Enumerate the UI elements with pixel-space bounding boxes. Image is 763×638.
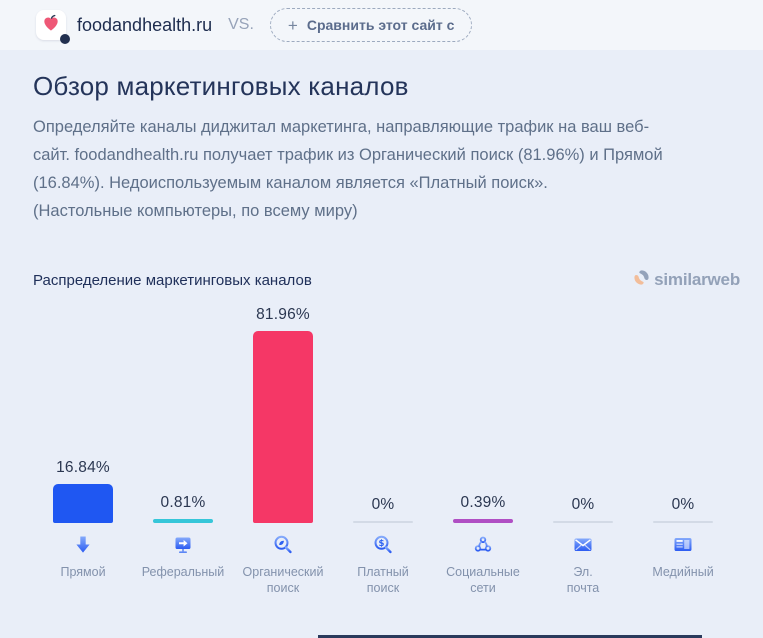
social-networks-icon <box>471 533 495 559</box>
display-ads-icon <box>671 533 695 559</box>
channel-label: Реферальный <box>141 565 225 579</box>
bar-value-label: 81.96% <box>256 306 310 323</box>
topbar: foodandhealth.ru VS. + Сравнить этот сай… <box>0 0 763 50</box>
bar-plot: 81.96% <box>233 293 333 523</box>
referral-monitor-icon <box>171 533 195 559</box>
channel-label: Платный поиск <box>357 565 409 595</box>
chart-column: 0.39% Социальные сети <box>433 293 533 596</box>
main-content: Обзор маркетинговых каналов Определяйте … <box>0 71 763 596</box>
site-name: foodandhealth.ru <box>77 14 213 35</box>
bar-plot: 0% <box>633 293 733 523</box>
channel-bar[interactable] <box>353 521 413 523</box>
bar-plot: 0% <box>533 293 633 523</box>
direct-arrow-icon <box>71 533 95 559</box>
channel-label: Эл. почта <box>566 565 600 595</box>
chart-title: Распределение маркетинговых каналов <box>33 271 312 289</box>
overview-description: Определяйте каналы диджитал маркетинга, … <box>33 118 663 220</box>
compare-site-button[interactable]: + Сравнить этот сайт с <box>269 8 473 42</box>
chart-column: 81.96% Органический поиск <box>233 293 333 596</box>
bar-value-label: 0% <box>371 496 395 513</box>
bar-value-label: 16.84% <box>56 458 110 476</box>
bar-plot: 0% <box>333 293 433 523</box>
channel-label: Социальные сети <box>446 565 520 595</box>
compare-button-label: Сравнить этот сайт с <box>306 17 455 33</box>
channel-bar[interactable] <box>453 519 513 523</box>
bar-value-label: 0.81% <box>160 494 206 511</box>
similarweb-logo: similarweb <box>633 269 740 291</box>
chart-column: 16.84% Прямой <box>33 293 133 596</box>
bar-value-label: 0.39% <box>460 494 506 511</box>
similarweb-logo-text: similarweb <box>654 270 740 289</box>
plus-icon: + <box>287 15 298 35</box>
vs-label: VS. <box>228 16 254 33</box>
bar-value-label: 0% <box>671 496 695 513</box>
channel-bar[interactable] <box>53 483 113 523</box>
channel-label: Медийный <box>652 565 714 579</box>
chart-column: 0% Эл. почта <box>533 293 633 596</box>
channel-bar[interactable] <box>253 331 313 523</box>
marketing-channels-bar-chart: 16.84% Прямой 0.81% Реферальный 81.96% Органи… <box>33 293 733 596</box>
chart-column: 0% $ Платный поиск <box>333 293 433 596</box>
page-title: Обзор маркетинговых каналов <box>33 71 409 101</box>
channel-label: Прямой <box>60 565 106 579</box>
next-section-edge <box>318 635 702 638</box>
chart-column: 0.81% Реферальный <box>133 293 233 596</box>
bar-plot: 0.39% <box>433 293 533 523</box>
bar-value-label: 0% <box>571 496 595 513</box>
bar-plot: 16.84% <box>33 293 133 523</box>
svg-text:$: $ <box>379 539 385 549</box>
organic-search-icon <box>271 533 295 559</box>
channel-bar[interactable] <box>153 519 213 523</box>
channel-bar[interactable] <box>553 521 613 523</box>
similarweb-swirl-icon <box>633 269 650 291</box>
paid-search-icon: $ <box>371 533 395 559</box>
favicon-badge-dot <box>60 34 70 44</box>
site-favicon <box>36 10 70 44</box>
chart-column: 0% Медийный <box>633 293 733 596</box>
chart-header: Распределение маркетинговых каналов simi… <box>33 269 740 291</box>
email-icon <box>571 533 595 559</box>
channel-label: Органический поиск <box>242 565 324 595</box>
heart-logo-icon <box>41 13 61 38</box>
bar-plot: 0.81% <box>133 293 233 523</box>
channel-bar[interactable] <box>653 521 713 523</box>
